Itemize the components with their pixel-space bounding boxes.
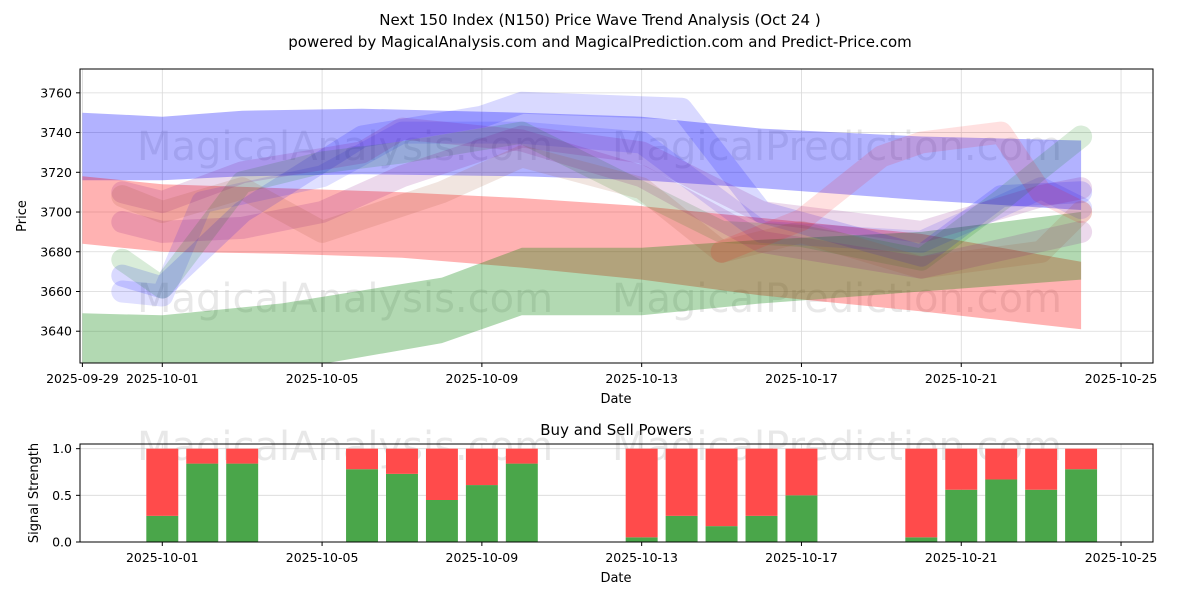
watermark: MagicalAnalysis.com <box>137 276 553 322</box>
y-tick-label: 3720 <box>40 165 72 180</box>
sell-bar <box>226 448 259 464</box>
sell-bar <box>665 448 698 516</box>
x-tick-label: 2025-10-13 <box>605 550 678 565</box>
buy-bar <box>745 515 778 542</box>
signal-plot-area <box>146 448 1098 542</box>
buy-bar <box>386 473 418 542</box>
x-tick-label: 2025-10-21 <box>925 550 998 565</box>
y-tick-label: 0.5 <box>52 488 72 503</box>
signal-axes: 2025-10-01 2025-10-05 2025-10-09 2025-10-13… <box>52 441 1157 565</box>
sell-bar <box>425 448 458 500</box>
sell-bar <box>346 448 379 470</box>
signal-xlabel: Date <box>600 571 631 586</box>
buy-bar <box>505 463 538 542</box>
price-band-green-channel <box>82 212 1082 363</box>
buy-bar <box>985 479 1018 542</box>
x-tick-label: 2025-10-09 <box>446 371 519 386</box>
sell-bar <box>1065 448 1098 470</box>
y-tick-label: 3700 <box>40 205 72 220</box>
price-wave-line <box>710 121 1093 263</box>
buy-bar <box>905 537 938 542</box>
buy-bar <box>705 526 738 542</box>
x-tick-label: 2025-10-25 <box>1085 371 1158 386</box>
signal-ylabel: Signal Strength <box>27 443 42 543</box>
x-tick-label: 2025-10-17 <box>765 550 838 565</box>
sell-bar <box>465 448 498 486</box>
sell-bar <box>186 448 219 464</box>
buy-bar <box>785 495 818 542</box>
x-tick-label: 2025-10-21 <box>925 371 998 386</box>
price-wave-line <box>111 125 1093 243</box>
x-tick-label: 2025-10-09 <box>446 550 519 565</box>
price-ylabel: Price <box>15 200 30 232</box>
x-tick-label: 2025-10-13 <box>605 371 678 386</box>
x-tick-label: 2025-10-01 <box>126 371 199 386</box>
price-band-blue-channel <box>82 108 1082 210</box>
price-axes-frame <box>79 68 1154 364</box>
y-tick-label: 3760 <box>40 85 72 100</box>
x-tick-label: 2025-10-05 <box>286 550 359 565</box>
x-tick-label: 2025-10-25 <box>1085 550 1158 565</box>
sell-bar <box>505 448 538 464</box>
price-band-red-channel <box>82 176 1082 330</box>
buy-bar <box>1025 489 1058 542</box>
buy-bar <box>1065 469 1098 542</box>
x-tick-label: 2025-09-29 <box>46 371 119 386</box>
signal-axes-frame <box>79 443 1154 543</box>
price-xlabel: Date <box>600 392 631 407</box>
x-tick-label: 2025-10-17 <box>765 371 838 386</box>
buy-bar <box>186 463 219 542</box>
sell-bar <box>745 448 778 516</box>
buy-bar <box>945 489 978 542</box>
y-tick-label: 3680 <box>40 244 72 259</box>
y-tick-label: 0.0 <box>52 535 72 550</box>
x-tick-label: 2025-10-05 <box>286 371 359 386</box>
sell-bar <box>985 448 1018 480</box>
sell-bar <box>386 448 418 474</box>
sell-bar <box>625 448 658 538</box>
sell-bar <box>905 448 938 538</box>
chart-title: Next 150 Index (N150) Price Wave Trend A… <box>379 11 820 29</box>
sell-bar <box>1025 448 1058 490</box>
buy-bar <box>346 469 379 542</box>
y-tick-label: 3740 <box>40 125 72 140</box>
sell-bar <box>785 448 818 496</box>
buy-bar <box>465 485 498 542</box>
price-wave-line <box>111 121 1093 299</box>
buy-bar <box>146 515 179 542</box>
price-wave-line <box>111 121 1093 307</box>
price-wave-line <box>111 145 1093 279</box>
y-tick-label: 1.0 <box>52 441 72 456</box>
buy-bar <box>226 463 259 542</box>
buy-bar <box>625 537 658 542</box>
sell-bar <box>945 448 978 490</box>
price-watermarks: MagicalAnalysis.com MagicalPrediction.co… <box>137 124 1062 322</box>
y-tick-label: 3660 <box>40 284 72 299</box>
sell-bar <box>705 448 738 527</box>
watermark: MagicalPrediction.com <box>612 276 1062 322</box>
x-tick-label: 2025-10-01 <box>126 550 199 565</box>
price-wave-line <box>111 91 1093 299</box>
price-plot-area <box>82 91 1093 363</box>
buy-bar <box>425 500 458 542</box>
price-grid <box>80 69 1153 363</box>
buy-bar <box>665 515 698 542</box>
price-axes: 2025-09-29 2025-10-01 2025-10-05 2025-10-09… <box>40 85 1157 386</box>
sell-bar <box>146 448 179 516</box>
watermark: MagicalAnalysis.com <box>137 124 553 170</box>
signal-chart-title: Buy and Sell Powers <box>540 421 692 439</box>
price-wave-line <box>111 117 1093 279</box>
y-tick-label: 3640 <box>40 324 72 339</box>
chart-subtitle: powered by MagicalAnalysis.com and Magic… <box>288 33 912 51</box>
watermark: MagicalPrediction.com <box>612 124 1062 170</box>
